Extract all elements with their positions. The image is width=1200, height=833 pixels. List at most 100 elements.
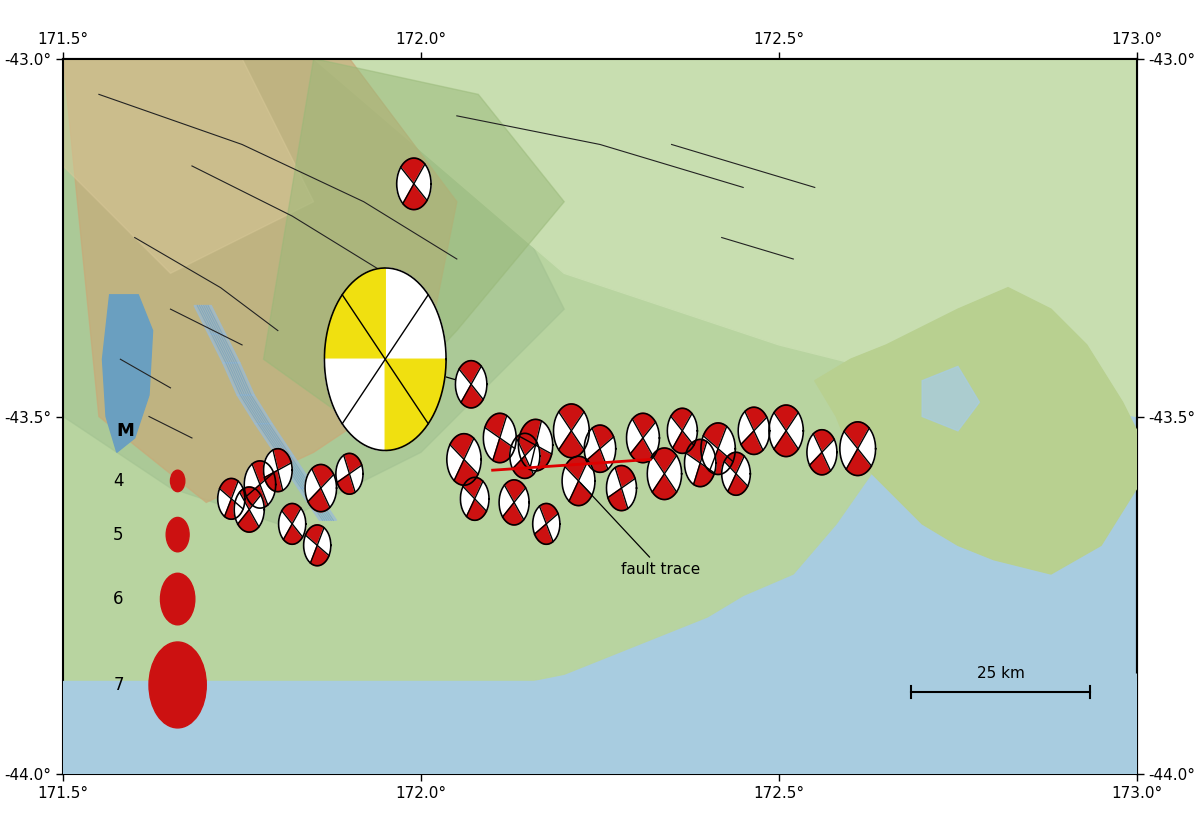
Ellipse shape [461,477,490,521]
Polygon shape [250,495,264,526]
Polygon shape [276,456,316,488]
Polygon shape [194,306,226,334]
Polygon shape [815,287,1136,574]
Polygon shape [616,466,635,488]
Polygon shape [308,488,330,511]
Polygon shape [512,456,534,478]
Polygon shape [533,506,546,534]
Polygon shape [306,525,324,546]
Polygon shape [317,527,331,556]
Ellipse shape [305,465,336,511]
Polygon shape [546,514,560,541]
Polygon shape [600,436,616,469]
Polygon shape [622,478,636,508]
Ellipse shape [264,449,292,491]
Ellipse shape [304,525,331,566]
Polygon shape [283,524,302,544]
Polygon shape [217,489,232,516]
Polygon shape [264,58,564,431]
Polygon shape [503,502,523,525]
Text: 4: 4 [113,472,124,490]
Polygon shape [504,480,526,502]
Polygon shape [64,58,457,502]
Polygon shape [626,419,643,454]
Ellipse shape [446,434,481,486]
Ellipse shape [245,461,276,508]
Polygon shape [403,184,427,210]
Polygon shape [220,478,238,499]
Polygon shape [553,412,571,450]
Polygon shape [298,488,336,521]
Polygon shape [64,58,564,524]
Polygon shape [254,424,294,456]
Polygon shape [312,465,334,488]
Polygon shape [463,477,482,499]
Polygon shape [238,395,272,424]
Polygon shape [667,416,683,448]
Polygon shape [234,492,250,524]
Polygon shape [632,413,655,438]
Polygon shape [721,461,736,491]
Polygon shape [709,449,733,475]
Polygon shape [529,445,552,471]
Polygon shape [64,681,1136,775]
Polygon shape [703,423,727,449]
Polygon shape [822,439,836,471]
Polygon shape [454,460,478,486]
Polygon shape [630,438,654,462]
Ellipse shape [510,433,540,478]
Polygon shape [240,487,260,510]
Ellipse shape [667,408,697,453]
Polygon shape [584,428,600,461]
Polygon shape [320,475,336,507]
Polygon shape [725,452,744,474]
Polygon shape [246,485,268,508]
Polygon shape [264,450,278,477]
Polygon shape [64,58,313,273]
Ellipse shape [562,456,595,506]
Ellipse shape [217,478,245,519]
Polygon shape [260,472,276,505]
Ellipse shape [606,466,636,511]
Polygon shape [343,453,361,474]
Polygon shape [337,474,355,494]
Polygon shape [736,456,750,486]
Ellipse shape [738,407,769,455]
Polygon shape [535,421,553,454]
Polygon shape [683,413,697,446]
Polygon shape [455,369,472,402]
Polygon shape [278,463,292,491]
Polygon shape [414,164,431,201]
Ellipse shape [684,440,716,486]
Polygon shape [578,461,595,495]
Polygon shape [304,535,317,563]
Polygon shape [844,421,869,449]
Ellipse shape [170,470,185,491]
Polygon shape [562,466,578,501]
Polygon shape [223,363,254,395]
Ellipse shape [721,452,750,496]
Polygon shape [450,434,474,460]
Polygon shape [313,58,1136,416]
Polygon shape [810,452,830,475]
Polygon shape [518,436,535,469]
Polygon shape [673,431,694,453]
Polygon shape [774,431,798,456]
Polygon shape [569,481,592,506]
Polygon shape [745,407,767,431]
Polygon shape [245,464,260,496]
Ellipse shape [455,361,487,408]
Ellipse shape [584,425,616,472]
Polygon shape [728,474,748,496]
Ellipse shape [336,453,364,494]
Ellipse shape [397,158,431,210]
Polygon shape [324,268,385,359]
Polygon shape [397,167,414,203]
Polygon shape [510,437,524,469]
Polygon shape [401,158,425,184]
Polygon shape [278,511,292,540]
Polygon shape [272,449,292,470]
Polygon shape [64,58,979,775]
Polygon shape [643,422,660,456]
Polygon shape [534,524,553,544]
